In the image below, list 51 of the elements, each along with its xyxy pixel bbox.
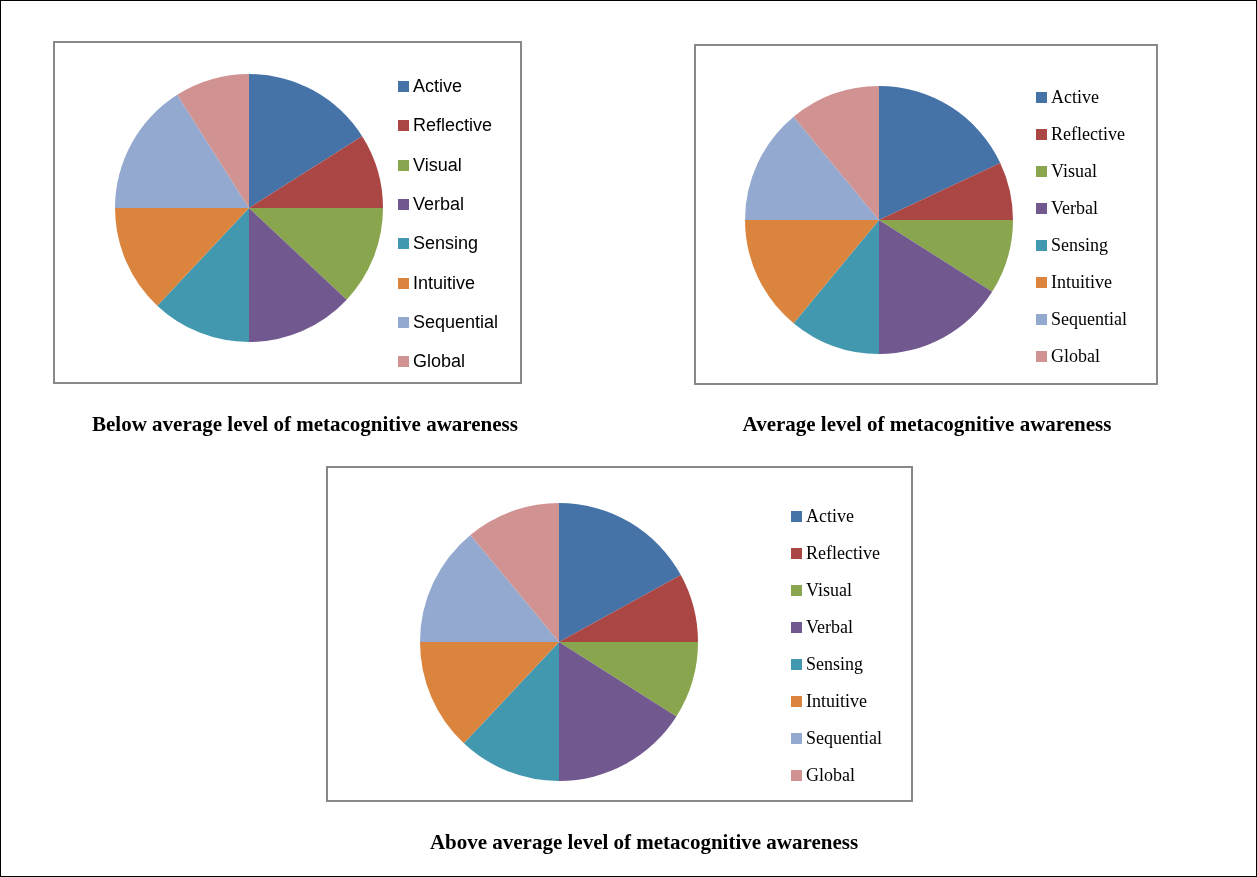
- pie-slice: [879, 86, 1001, 220]
- pie-slice: [420, 642, 559, 744]
- pie-slice: [745, 220, 879, 324]
- legend-label: Intuitive: [413, 272, 476, 294]
- legend-label: Verbal: [806, 617, 853, 638]
- pie-slice: [115, 94, 249, 208]
- pie-slice: [793, 220, 879, 354]
- legend-label: Visual: [413, 154, 462, 176]
- legend-label: Verbal: [413, 194, 465, 216]
- legend-label: Active: [1051, 87, 1099, 108]
- pie-slice: [249, 136, 383, 208]
- legend-label: Visual: [1051, 161, 1097, 182]
- legend-label: Sequential: [806, 728, 882, 749]
- pie-slice: [559, 575, 698, 642]
- pie-slice: [559, 642, 698, 717]
- legend-label: Sensing: [1051, 235, 1109, 256]
- pie-slice: [879, 162, 1013, 220]
- pie-slice: [879, 220, 993, 354]
- legend-label: Sequential: [413, 311, 499, 333]
- legend-label: Active: [806, 506, 854, 527]
- pie-slice: [745, 116, 879, 220]
- text: Below average level of metacognitive awareness: [91, 412, 519, 437]
- text: Average level of metacognitive awareness: [741, 412, 1113, 437]
- pie-slice: [463, 642, 559, 781]
- pie-slice: [249, 208, 383, 300]
- pie-slice: [157, 208, 249, 342]
- pie-slice: [115, 208, 249, 306]
- legend-label: Reflective: [413, 115, 493, 137]
- pie-slice: [177, 74, 249, 208]
- legend-label: Global: [1051, 346, 1100, 367]
- legend-label: Intuitive: [806, 691, 867, 712]
- pie-slice: [559, 642, 677, 781]
- legend-label: Global: [806, 765, 855, 786]
- legend-label: Active: [413, 76, 463, 98]
- legend-label: Reflective: [806, 543, 880, 564]
- pie-slice: [249, 74, 363, 208]
- pie-slice: [470, 503, 559, 642]
- legend-label: Sensing: [413, 233, 479, 255]
- pie-slice: [793, 86, 879, 220]
- legend-label: Intuitive: [1051, 272, 1112, 293]
- pie-slice: [879, 220, 1013, 292]
- pie-slice: [420, 534, 559, 642]
- legend-label: Reflective: [1051, 124, 1125, 145]
- legend-label: Visual: [806, 580, 852, 601]
- pie-slice: [559, 503, 681, 642]
- legend-label: Sequential: [1051, 309, 1127, 330]
- legend-label: Sensing: [806, 654, 864, 675]
- pie-slice: [249, 208, 347, 342]
- legend-label: Verbal: [1051, 198, 1098, 219]
- text: Above average level of metacognitive awareness: [428, 830, 860, 855]
- legend-label: Global: [413, 351, 466, 373]
